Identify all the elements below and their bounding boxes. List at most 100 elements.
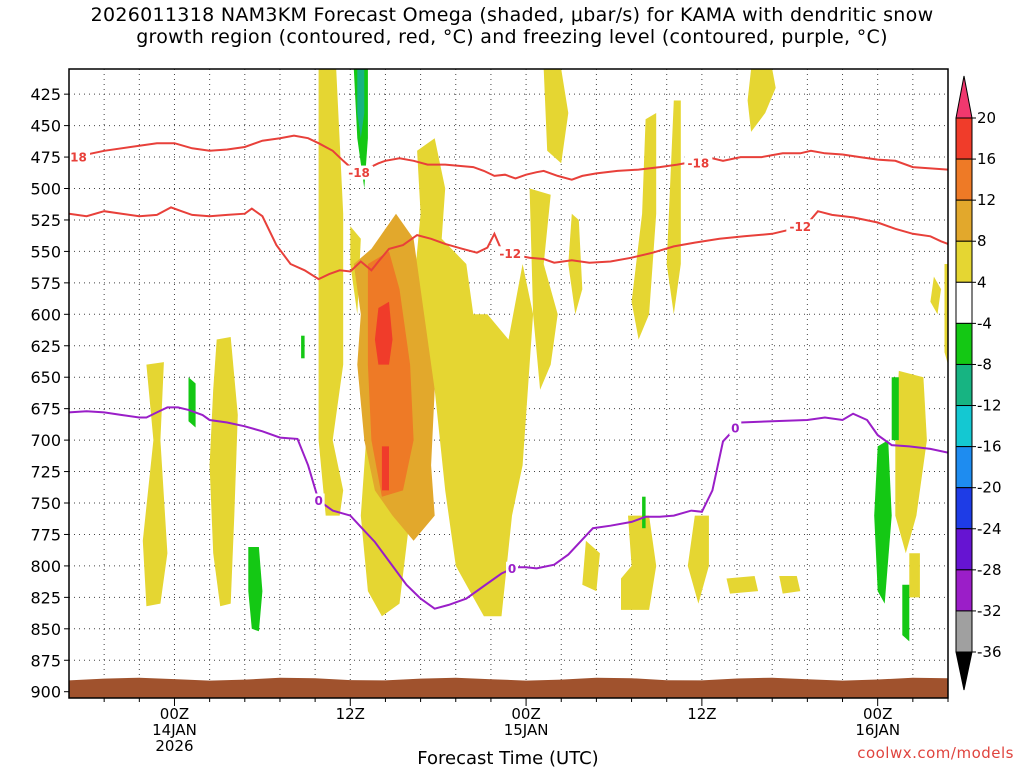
contour-label-bg (729, 421, 742, 436)
contour--18 (69, 134, 948, 181)
omega-region-negative (642, 496, 646, 529)
credit-text: coolwx.com/models (857, 744, 1014, 762)
omega-shading (142, 69, 948, 642)
omega-region (666, 100, 681, 315)
title-line-2: growth region (contoured, red, °C) and f… (136, 26, 888, 48)
colorbar-label: -12 (977, 397, 1002, 415)
contour-label-bg (312, 493, 325, 508)
y-tick-label: 475 (30, 148, 61, 167)
y-tick-label: 750 (30, 494, 61, 513)
omega-region (374, 301, 393, 365)
plot-frame (68, 68, 949, 699)
y-tick-label: 825 (30, 588, 61, 607)
colorbar-label: 8 (977, 232, 987, 250)
y-tick-label: 675 (30, 400, 61, 419)
colorbar-bottom-arrow (955, 651, 973, 691)
omega-region (621, 515, 657, 610)
omega-region (779, 576, 801, 594)
colorbar-swatch (955, 363, 973, 407)
y-tick-label: 875 (30, 651, 61, 670)
contour-label: -12 (789, 220, 811, 234)
omega-region (529, 188, 558, 390)
colorbar-swatch (955, 281, 973, 324)
contour-label: -18 (688, 157, 710, 171)
y-tick-label: 900 (30, 683, 61, 702)
omega-region (543, 69, 569, 164)
contour-label: 0 (731, 422, 739, 436)
omega-region (944, 264, 948, 365)
omega-region (930, 276, 941, 315)
colorbar-label: -28 (977, 561, 1002, 579)
colorbar-swatch (955, 528, 973, 571)
colorbar-swatch (955, 117, 973, 160)
omega-region-negative (248, 547, 263, 632)
contour-0 (69, 406, 948, 610)
omega-region (381, 446, 389, 491)
chart-title: 2026011318 NAM3KM Forecast Omega (shaded… (0, 4, 1024, 48)
omega-region-negative (902, 584, 910, 642)
y-tick-label: 525 (30, 211, 61, 230)
colorbar-top-arrow (955, 75, 973, 119)
x-tick-label: 00Z (511, 705, 540, 723)
terrain (69, 677, 948, 698)
y-tick-label: 500 (30, 180, 61, 199)
omega-region (318, 69, 344, 516)
omega-region (909, 553, 920, 598)
colorbar: 20 16 12 8 4 -4 -8 -12 -16 -20 -24 -28 -32 -36 (955, 75, 1002, 691)
y-tick-label: 600 (30, 305, 61, 324)
contour-lines: -18 -18 -18 -12 -12 0 0 0 (69, 134, 948, 610)
contour-label-bg (69, 149, 91, 164)
colorbar-label: 20 (977, 109, 996, 127)
x-tick-label: 12Z (336, 705, 365, 723)
contour-label: -18 (348, 166, 370, 180)
colorbar-swatch (955, 158, 973, 201)
x-tick-label: 15JAN (504, 721, 549, 739)
contour-label-bg (345, 165, 374, 180)
y-tick-label: 625 (30, 337, 61, 356)
colorbar-swatch (955, 446, 973, 489)
x-tick-label: 2026 (155, 737, 193, 755)
x-tick-label: 16JAN (855, 721, 900, 739)
omega-region (895, 370, 927, 554)
y-tick-label: 850 (30, 620, 61, 639)
colorbar-label: -8 (977, 355, 992, 373)
colorbar-swatch (955, 405, 973, 448)
colorbar-label: -32 (977, 602, 1002, 620)
omega-region-negative (891, 377, 899, 441)
terrain-ground (69, 677, 948, 698)
colorbar-label: 12 (977, 191, 996, 209)
y-tick-label: 575 (30, 274, 61, 293)
omega-region-negative (874, 440, 892, 604)
omega-region-negative (188, 377, 196, 428)
y-tick-label: 775 (30, 525, 61, 544)
colorbar-label: -4 (977, 314, 992, 332)
contour-label-bg (786, 219, 815, 234)
contour-label: 0 (314, 494, 322, 508)
omega-region-negative (301, 335, 305, 359)
y-tick-label: 725 (30, 463, 61, 482)
colorbar-label: -36 (977, 643, 1002, 661)
colorbar-label: 16 (977, 150, 996, 168)
y-tick-label: 450 (30, 117, 61, 136)
y-tick-label: 425 (30, 85, 61, 104)
colorbar-label: -16 (977, 438, 1002, 456)
colorbar-swatch (955, 322, 973, 365)
omega-region (568, 213, 583, 315)
contour-label: 0 (508, 562, 516, 576)
y-tick-label: 700 (30, 431, 61, 450)
colorbar-label: 4 (977, 273, 987, 291)
omega-region (209, 337, 238, 607)
x-tick-label: 00Z (160, 705, 189, 723)
x-axis-label: Forecast Time (UTC) (417, 748, 598, 768)
contour-label-bg (506, 561, 519, 576)
contour-label-bg (496, 246, 525, 261)
omega-region-negative (357, 69, 365, 139)
omega-region (142, 362, 168, 607)
omega-region (631, 113, 657, 340)
x-tick-label: 12Z (687, 705, 716, 723)
y-tick-label: 800 (30, 557, 61, 576)
colorbar-label: -24 (977, 520, 1002, 538)
colorbar-swatch (955, 240, 973, 283)
